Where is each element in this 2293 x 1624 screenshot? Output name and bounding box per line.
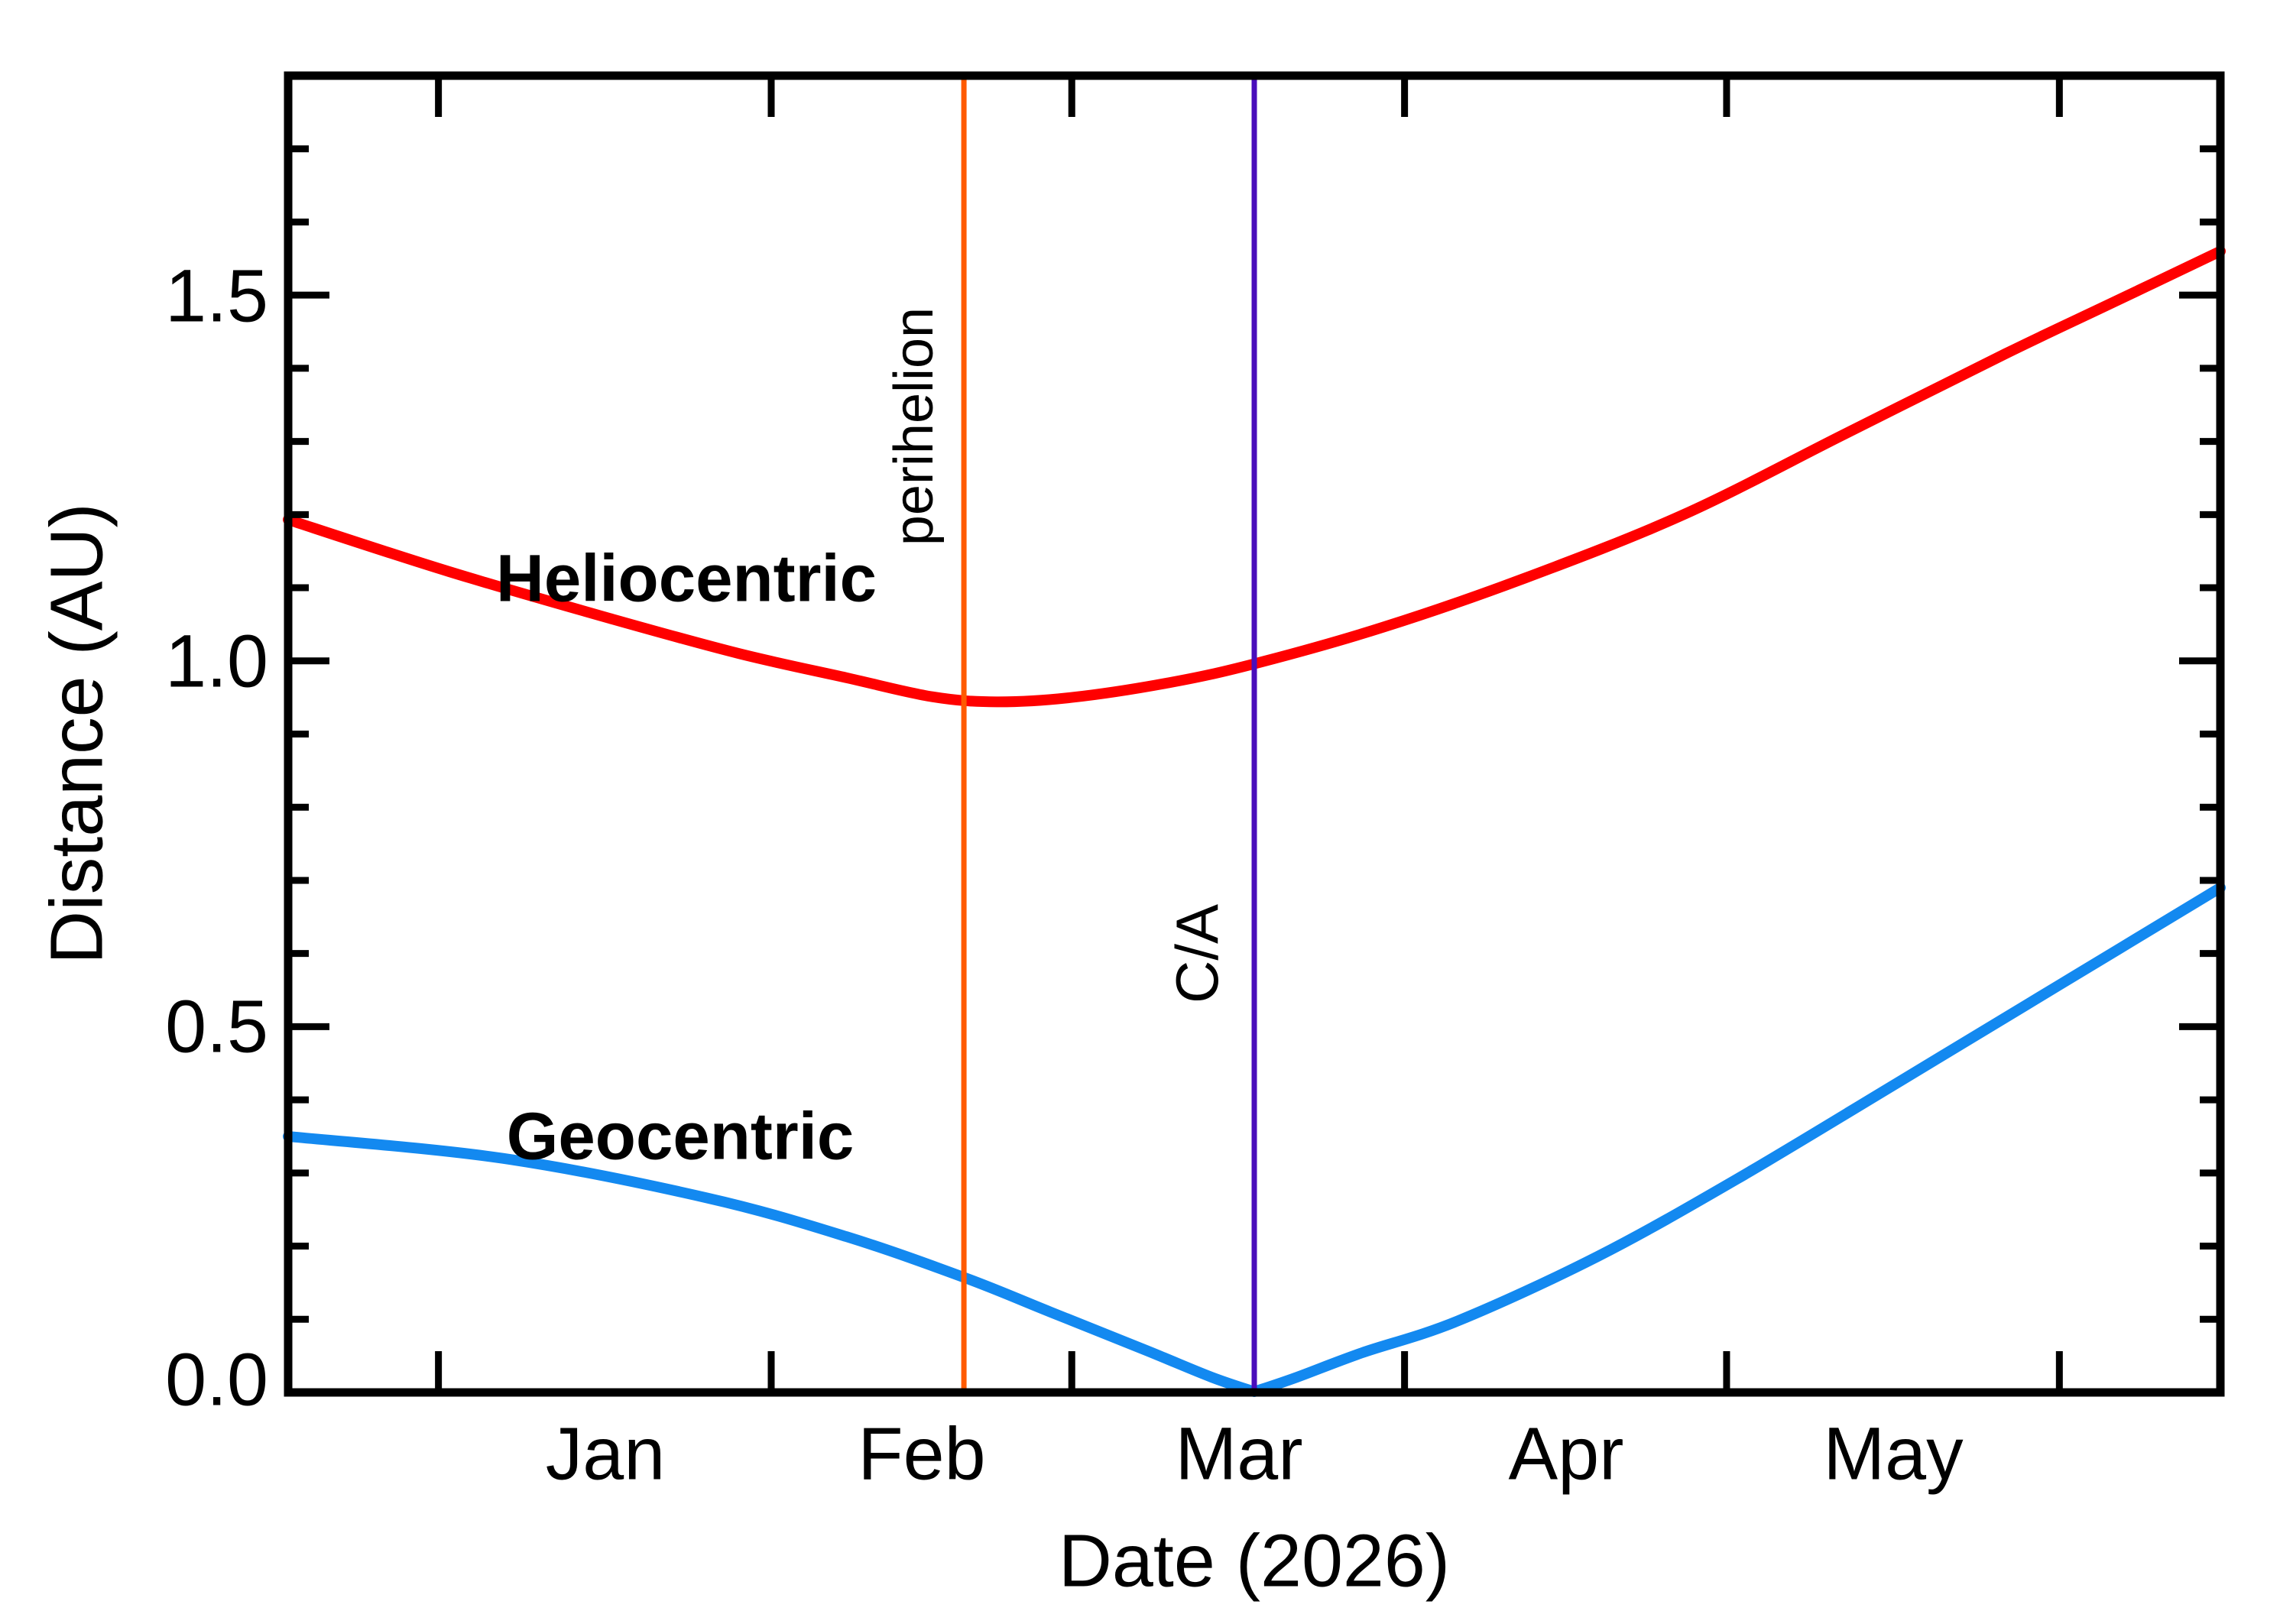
y-axis-title: Distance (AU): [35, 503, 118, 964]
x-axis-title: Date (2026): [1059, 1519, 1450, 1603]
heliocentric-curve: [283, 245, 2226, 708]
x-tick-label-jan: Jan: [546, 1412, 665, 1496]
perihelion-label: perihelion: [884, 307, 945, 546]
closest-approach-label: C/A: [1163, 904, 1231, 1003]
y-tick-label-0.5: 0.5: [165, 985, 268, 1068]
geocentric-curve-label: Geocentric: [507, 1100, 855, 1174]
y-tick-label-1.0: 1.0: [165, 620, 268, 703]
x-tick-label-feb: Feb: [858, 1412, 985, 1496]
y-tick-label-0.0: 0.0: [165, 1338, 268, 1421]
heliocentric-curve-label: Heliocentric: [496, 542, 877, 616]
x-tick-label-mar: Mar: [1175, 1412, 1302, 1496]
y-tick-label-1.5: 1.5: [165, 254, 268, 338]
x-tick-label-apr: Apr: [1509, 1412, 1624, 1496]
x-tick-label-may: May: [1823, 1412, 1964, 1496]
axis-ticks: [288, 76, 2220, 1392]
